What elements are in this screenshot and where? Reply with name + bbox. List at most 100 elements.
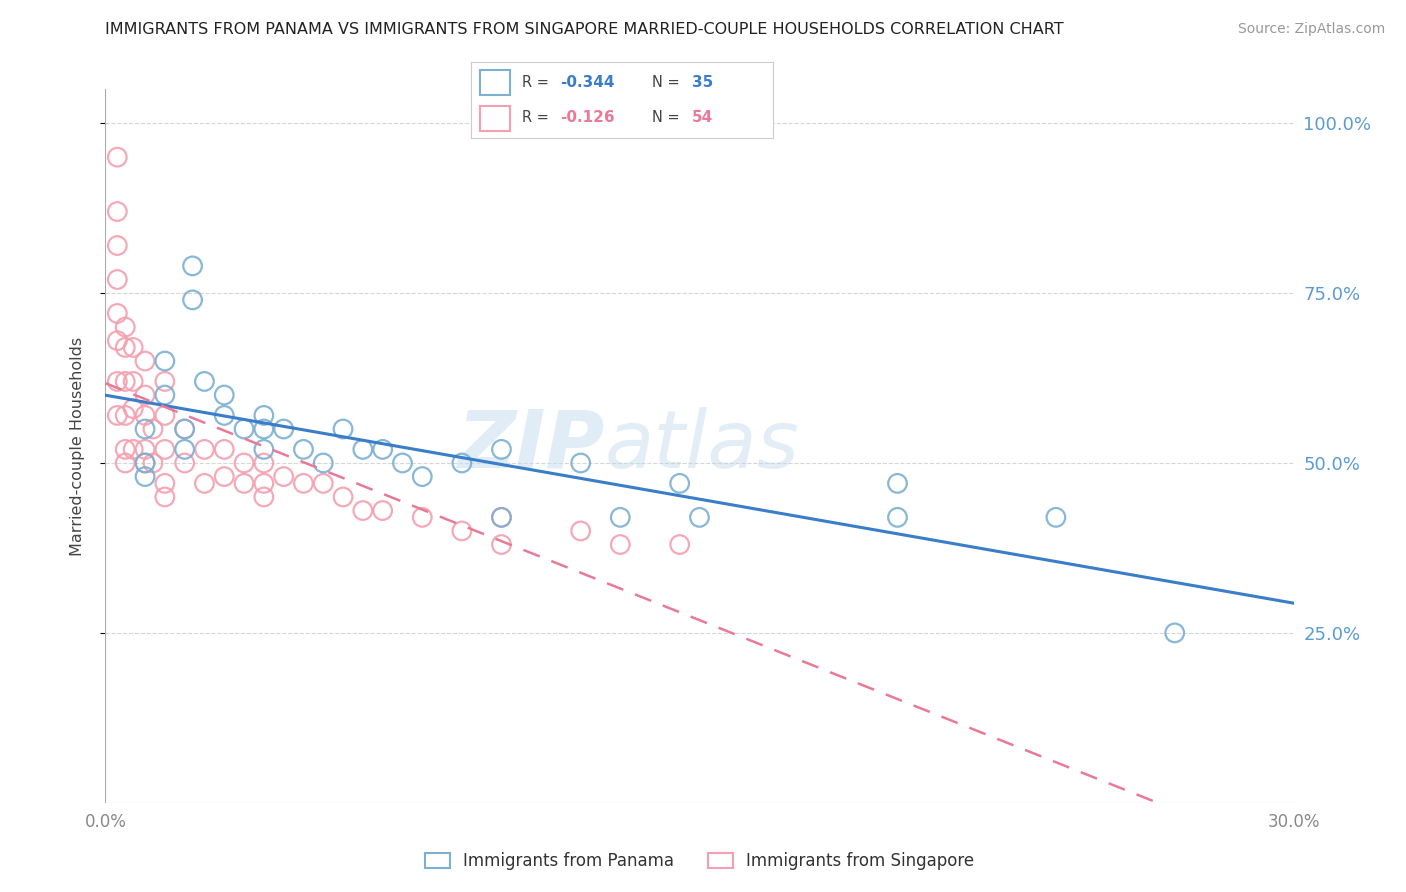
Point bbox=[122, 375, 145, 389]
Point bbox=[181, 293, 204, 307]
Point bbox=[193, 476, 215, 491]
Point bbox=[105, 334, 128, 348]
Text: ZIP: ZIP bbox=[457, 407, 605, 485]
Point bbox=[214, 409, 236, 423]
Point bbox=[491, 510, 513, 524]
Point bbox=[193, 442, 215, 457]
Point bbox=[181, 259, 204, 273]
Point bbox=[105, 238, 128, 252]
Point bbox=[292, 476, 315, 491]
Point bbox=[253, 422, 276, 436]
Point bbox=[114, 375, 136, 389]
Point bbox=[105, 409, 128, 423]
Point bbox=[142, 456, 165, 470]
Point bbox=[134, 409, 156, 423]
Point bbox=[371, 442, 394, 457]
Point bbox=[886, 476, 908, 491]
Point bbox=[450, 456, 472, 470]
Point bbox=[391, 456, 413, 470]
Point bbox=[114, 409, 136, 423]
Point bbox=[134, 456, 156, 470]
Point bbox=[105, 375, 128, 389]
Point bbox=[668, 537, 690, 551]
Point bbox=[114, 442, 136, 457]
Text: atlas: atlas bbox=[605, 407, 799, 485]
Point bbox=[1045, 510, 1067, 524]
Point bbox=[105, 272, 128, 286]
Point bbox=[253, 476, 276, 491]
Text: N =: N = bbox=[652, 111, 681, 125]
Point bbox=[105, 204, 128, 219]
Point bbox=[491, 442, 513, 457]
Y-axis label: Married-couple Households: Married-couple Households bbox=[70, 336, 84, 556]
Point bbox=[886, 510, 908, 524]
Text: -0.126: -0.126 bbox=[560, 111, 614, 125]
Point bbox=[173, 442, 195, 457]
Point bbox=[193, 375, 215, 389]
Point bbox=[134, 442, 156, 457]
Point bbox=[569, 456, 592, 470]
Point bbox=[292, 442, 315, 457]
Point bbox=[134, 388, 156, 402]
Point bbox=[105, 306, 128, 320]
Point bbox=[233, 422, 256, 436]
Point bbox=[173, 456, 195, 470]
Point bbox=[352, 442, 374, 457]
Point bbox=[173, 422, 195, 436]
Point bbox=[273, 422, 295, 436]
Point bbox=[153, 375, 176, 389]
Point bbox=[122, 442, 145, 457]
Point bbox=[609, 510, 631, 524]
Point bbox=[153, 476, 176, 491]
Point bbox=[173, 422, 195, 436]
Point bbox=[609, 537, 631, 551]
Point bbox=[214, 442, 236, 457]
Point bbox=[153, 388, 176, 402]
Point bbox=[1164, 626, 1187, 640]
Point bbox=[122, 341, 145, 355]
Point bbox=[134, 469, 156, 483]
Point bbox=[253, 409, 276, 423]
Text: R =: R = bbox=[523, 76, 550, 90]
Point bbox=[450, 524, 472, 538]
Text: Source: ZipAtlas.com: Source: ZipAtlas.com bbox=[1237, 22, 1385, 37]
Point bbox=[689, 510, 711, 524]
Point bbox=[153, 490, 176, 504]
Legend: Immigrants from Panama, Immigrants from Singapore: Immigrants from Panama, Immigrants from … bbox=[418, 846, 981, 877]
Point bbox=[142, 422, 165, 436]
Point bbox=[312, 476, 335, 491]
Point bbox=[134, 456, 156, 470]
Text: 54: 54 bbox=[692, 111, 713, 125]
Point bbox=[153, 354, 176, 368]
Point bbox=[233, 476, 256, 491]
Point bbox=[233, 456, 256, 470]
Point bbox=[114, 320, 136, 334]
Point bbox=[491, 510, 513, 524]
Point bbox=[668, 476, 690, 491]
Point bbox=[134, 354, 156, 368]
Point bbox=[491, 537, 513, 551]
Text: IMMIGRANTS FROM PANAMA VS IMMIGRANTS FROM SINGAPORE MARRIED-COUPLE HOUSEHOLDS CO: IMMIGRANTS FROM PANAMA VS IMMIGRANTS FRO… bbox=[105, 22, 1064, 37]
Point bbox=[214, 388, 236, 402]
Point bbox=[569, 524, 592, 538]
Point bbox=[253, 490, 276, 504]
Point bbox=[253, 456, 276, 470]
Text: 35: 35 bbox=[692, 76, 713, 90]
Point bbox=[312, 456, 335, 470]
Text: N =: N = bbox=[652, 76, 681, 90]
Text: -0.344: -0.344 bbox=[560, 76, 614, 90]
Point bbox=[352, 503, 374, 517]
Point bbox=[332, 490, 354, 504]
Point bbox=[114, 341, 136, 355]
Point bbox=[153, 409, 176, 423]
Bar bbox=[479, 105, 510, 130]
Point bbox=[105, 150, 128, 164]
Point bbox=[273, 469, 295, 483]
Bar bbox=[479, 70, 510, 95]
Point bbox=[122, 401, 145, 416]
Point bbox=[253, 442, 276, 457]
Point bbox=[371, 503, 394, 517]
Point bbox=[411, 469, 433, 483]
Text: R =: R = bbox=[523, 111, 550, 125]
Point bbox=[114, 456, 136, 470]
